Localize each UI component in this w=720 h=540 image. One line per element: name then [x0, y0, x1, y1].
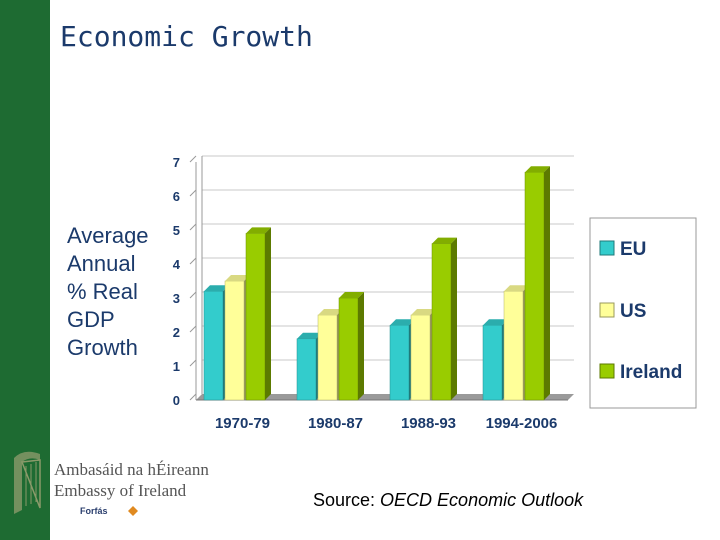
bar-eu-1994-2006 [482, 324, 503, 401]
x-tick-label: 1980-87 [308, 415, 363, 432]
y-tick [189, 155, 197, 163]
harp-logo [14, 451, 138, 516]
x-tick-label: 1970-79 [215, 415, 270, 432]
legend: EU US Ireland [589, 217, 697, 409]
legend-swatch-us [599, 302, 615, 318]
bar-ireland-1970-79 [245, 233, 266, 401]
bar-eu-1980-87 [296, 338, 317, 401]
axis-labels: 0 1 2 3 4 5 6 7 1970-79 1980-87 1988-93 1994-2006 [173, 155, 558, 432]
source-note: Source: OECD Economic Outlook [313, 490, 583, 511]
y-tick-label: 4 [173, 257, 181, 272]
bar-eu-1988-93 [389, 324, 410, 401]
y-tick [189, 189, 197, 197]
legend-swatch-ireland [599, 363, 615, 379]
bar-top [525, 166, 550, 173]
y-tick-label: 5 [173, 223, 180, 238]
x-tick-label: 1994-2006 [486, 415, 558, 432]
bar-top [204, 285, 229, 292]
bar-top [339, 292, 364, 298]
y-tick-label: 0 [173, 393, 180, 408]
bar-eu-1970-79 [203, 290, 224, 401]
y-tick-label: 3 [173, 291, 180, 306]
embassy-name-english: Embassy of Ireland [54, 481, 187, 500]
y-tick [189, 325, 197, 333]
bar-top [504, 285, 529, 292]
bar-side [544, 166, 550, 400]
bar-ireland-1980-87 [338, 297, 359, 401]
chart-floor [196, 394, 574, 400]
y-tick-label: 1 [173, 359, 180, 374]
y-tick-label: 7 [173, 155, 180, 170]
bar-top [390, 319, 415, 326]
legend-label-eu: EU [620, 239, 646, 260]
y-tick [189, 291, 197, 299]
bar-top [297, 332, 322, 339]
bars [203, 166, 550, 401]
embassy-name-irish: Ambasáid na hÉireann [54, 460, 209, 479]
bar-us-1994-2006 [503, 290, 524, 401]
y-tick-label: 6 [173, 189, 180, 204]
bar-top [432, 237, 457, 244]
bar-us-1980-87 [317, 314, 338, 401]
x-tick-label: 1988-93 [401, 415, 456, 432]
bar-ireland-1988-93 [431, 243, 452, 401]
bar-side [358, 292, 364, 400]
y-tick [189, 257, 197, 265]
source-prefix: Source: [313, 490, 381, 510]
y-tick [189, 223, 197, 231]
legend-label-us: US [620, 301, 646, 322]
bar-ireland-1994-2006 [524, 171, 545, 401]
bar-top [483, 319, 508, 326]
source-name: OECD Economic Outlook [380, 490, 584, 510]
bar-side [451, 237, 457, 400]
page-title: Economic Growth [60, 20, 313, 53]
bar-us-1970-79 [224, 280, 245, 401]
bar-side [265, 227, 271, 400]
bar-top [318, 309, 343, 315]
y-tick [189, 359, 197, 367]
y-axis-label: Average Annual % Real GDP Growth [67, 223, 149, 360]
y-tick [189, 393, 197, 401]
bar-top [246, 227, 271, 234]
legend-label-ireland: Ireland [620, 362, 682, 383]
forfas-logo: Forfás [80, 506, 108, 516]
legend-swatch-eu [599, 240, 615, 256]
bar-us-1988-93 [410, 314, 431, 401]
bar-top [411, 309, 436, 315]
bar-top [225, 275, 250, 281]
y-tick-label: 2 [173, 325, 180, 340]
